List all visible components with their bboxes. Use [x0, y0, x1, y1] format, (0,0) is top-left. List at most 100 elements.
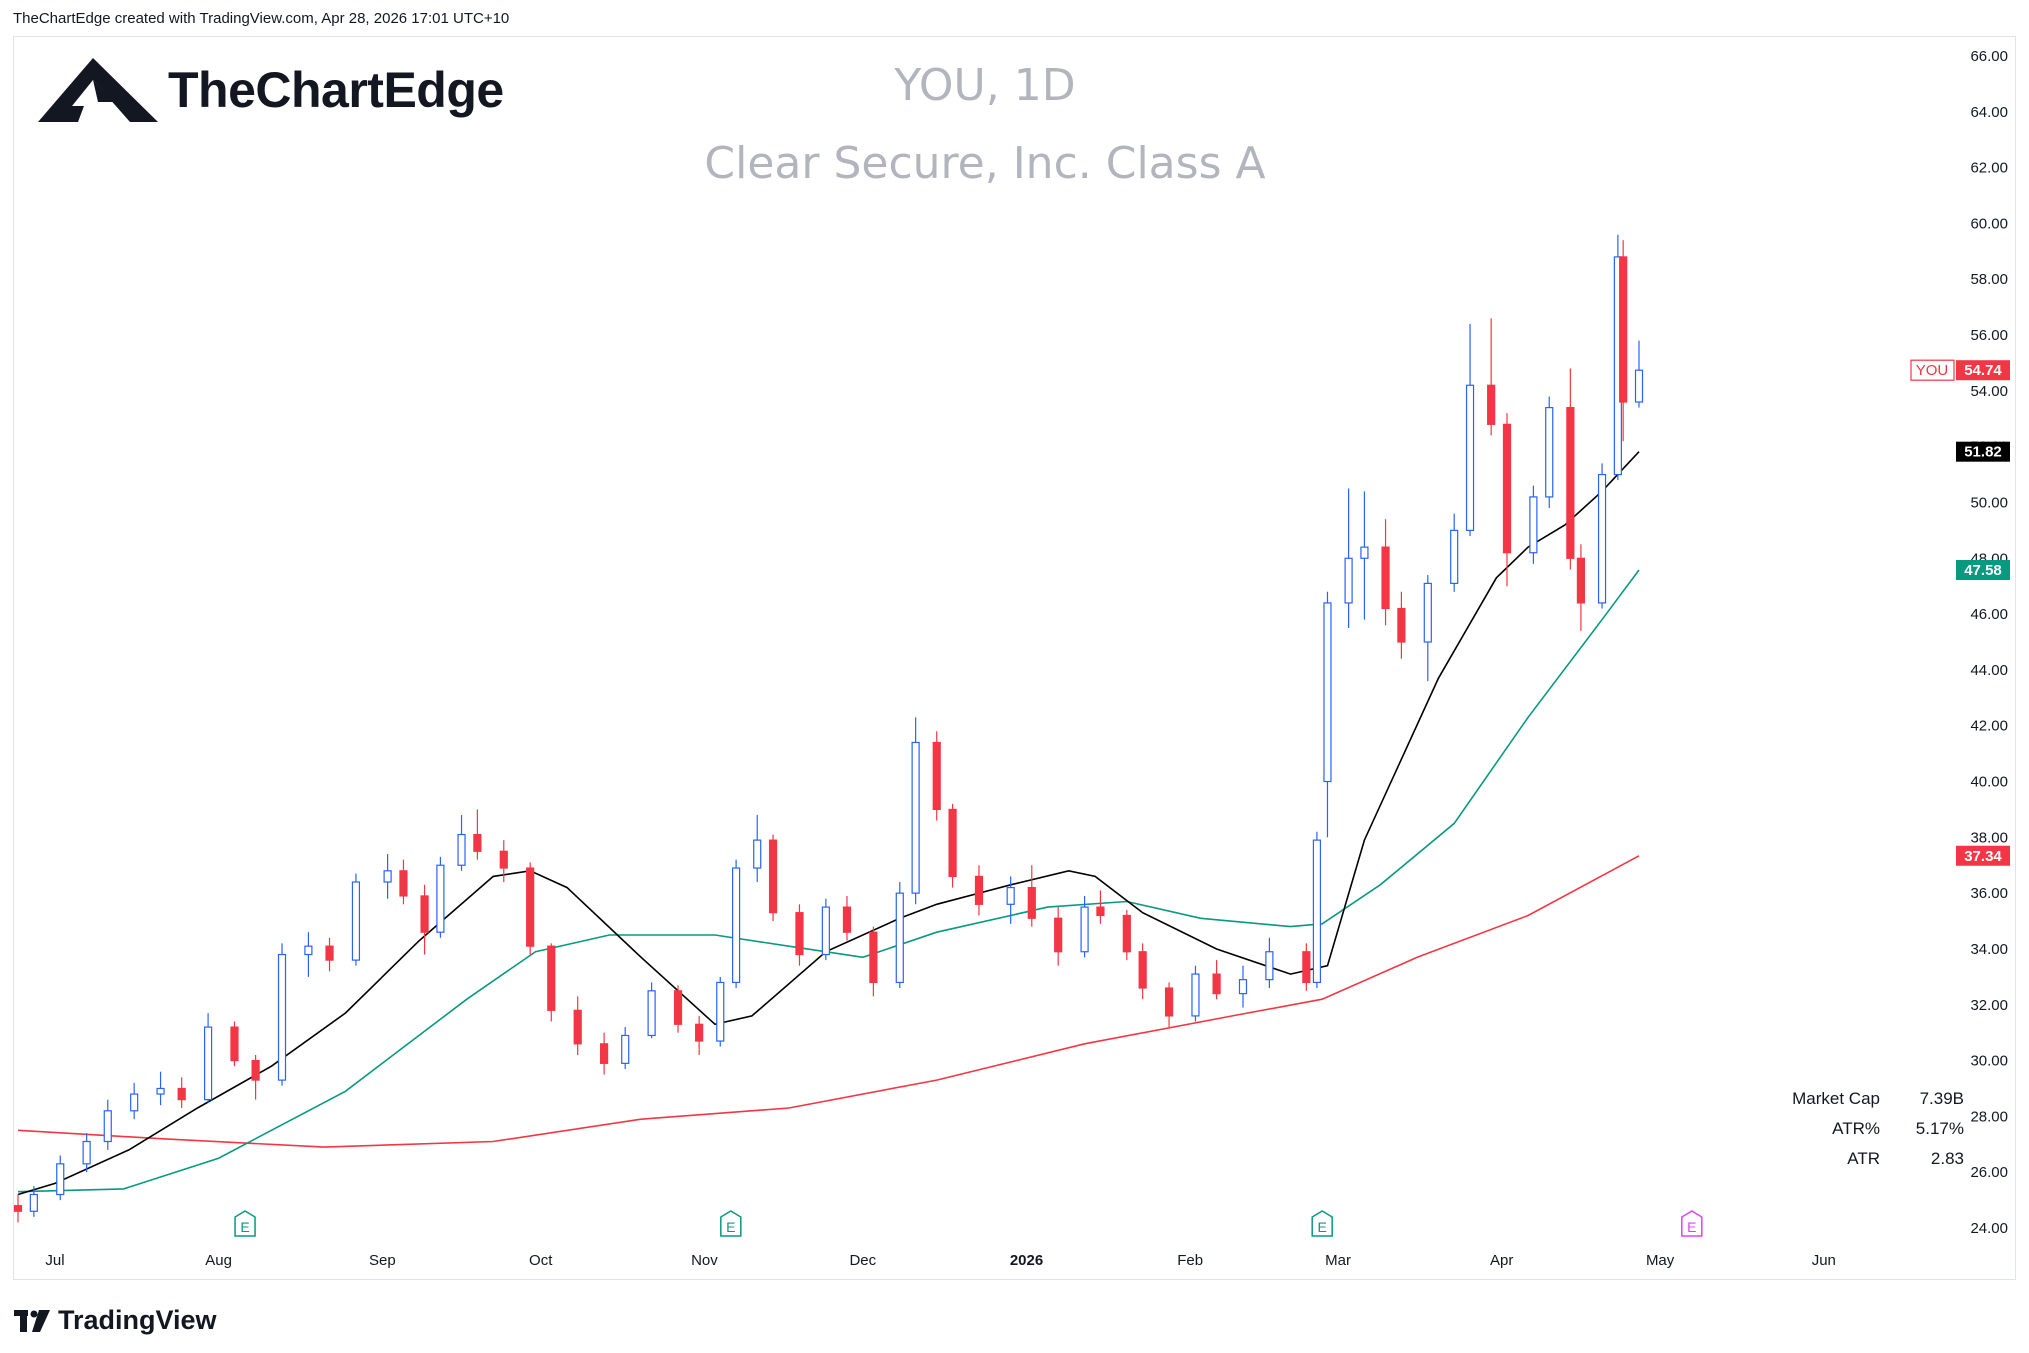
time-tick-label: Jul: [45, 1252, 64, 1269]
candle: [13, 1194, 23, 1223]
candle-body: [304, 945, 313, 956]
candle-body: [1212, 973, 1221, 995]
price-tick-label: 54.00: [1970, 383, 2008, 400]
candle: [1465, 323, 1475, 536]
candle-body: [1597, 473, 1607, 604]
earnings-letter: E: [726, 1219, 735, 1235]
attribution-header: TheChartEdge created with TradingView.co…: [13, 10, 510, 27]
candle-body: [869, 931, 878, 984]
candle: [547, 943, 556, 1022]
candle-body: [547, 945, 556, 1011]
candle: [842, 895, 852, 941]
candle: [869, 926, 878, 997]
candle-body: [1634, 369, 1644, 403]
candle: [621, 1027, 630, 1069]
candle: [277, 943, 287, 1086]
ma_short-price-tag: 51.82: [1956, 441, 2010, 462]
candle-body: [731, 867, 741, 984]
candle: [56, 1155, 65, 1201]
price-tick-label: 44.00: [1970, 662, 2008, 679]
candle: [911, 717, 920, 905]
stat-label: Market Cap: [1792, 1089, 1880, 1108]
earnings-badge: [1311, 1210, 1333, 1237]
candle-body: [351, 881, 361, 961]
candle: [821, 898, 830, 961]
candle: [1597, 463, 1607, 609]
price-tick-label: 62.00: [1970, 160, 2008, 177]
candle: [974, 865, 984, 916]
tradingview-logo[interactable]: TradingView: [14, 1305, 217, 1336]
candle-body: [1191, 973, 1200, 1017]
candle: [768, 834, 778, 922]
price-tick-label: 50.00: [1970, 494, 2008, 511]
candle-body: [673, 990, 683, 1025]
candle: [304, 932, 313, 977]
candle: [1450, 513, 1459, 592]
candle: [1397, 591, 1406, 659]
time-tick-label: Oct: [529, 1252, 553, 1269]
earnings-marker[interactable]: E: [720, 1210, 742, 1237]
price-tick-label: 32.00: [1970, 997, 2008, 1014]
price-tag-value: 37.34: [1964, 848, 2002, 865]
candle: [29, 1186, 38, 1217]
candle: [103, 1099, 112, 1150]
chart-edge-logo-icon: [38, 58, 158, 122]
candle: [731, 859, 741, 989]
candle: [647, 982, 656, 1039]
candle: [1265, 937, 1274, 989]
candle: [1302, 943, 1311, 991]
candle-body: [499, 850, 508, 869]
candle: [1634, 340, 1644, 408]
ma-mid-layer: [17, 569, 1640, 1193]
time-axis[interactable]: Jul Aug Sep Oct Nov Dec 2026 Feb Mar Apr May Jun: [45, 1252, 1836, 1269]
time-tick-label: Jun: [1812, 1252, 1836, 1269]
price-tick-label: 66.00: [1970, 48, 2008, 65]
stat-value: 2.83: [1930, 1149, 1964, 1168]
candle-body: [1122, 914, 1131, 953]
candle: [230, 1021, 239, 1067]
candle-body: [1312, 839, 1322, 984]
candle: [599, 1032, 609, 1075]
candle-body: [932, 741, 941, 811]
candle-body: [82, 1140, 91, 1165]
chart-frame: [13, 36, 2016, 1280]
candle: [1344, 488, 1353, 629]
price-tick-label: 56.00: [1970, 327, 2008, 344]
candle-body: [1397, 607, 1406, 643]
price-tick-label: 64.00: [1970, 104, 2008, 121]
candle: [1545, 396, 1554, 509]
candle-body: [177, 1087, 186, 1101]
time-tick-label: Mar: [1325, 1252, 1351, 1269]
candle: [499, 840, 508, 882]
ma-long-line: [17, 855, 1640, 1148]
candle-body: [103, 1110, 112, 1143]
tradingview-wordmark: TradingView: [58, 1305, 217, 1335]
symbol-tag-box: [1910, 359, 1955, 381]
earnings-marker[interactable]: E: [1311, 1210, 1333, 1237]
earnings-marker[interactable]: E: [1681, 1210, 1703, 1237]
candle: [526, 862, 535, 955]
candle: [177, 1077, 186, 1109]
candle-body: [473, 833, 482, 852]
candle-body: [716, 981, 725, 1042]
candle-body: [399, 870, 408, 897]
price-tag-box: [1956, 360, 2010, 381]
earnings-marker[interactable]: E: [234, 1210, 256, 1237]
candle: [325, 937, 334, 972]
earnings-badge: [234, 1210, 256, 1237]
candle-body: [13, 1205, 23, 1212]
candle: [1054, 907, 1063, 966]
candle: [1323, 591, 1332, 838]
candle-body: [1138, 951, 1147, 989]
candle-body: [130, 1093, 139, 1112]
candle: [753, 815, 762, 882]
candle-body: [1006, 886, 1015, 905]
price-tick-label: 30.00: [1970, 1053, 2008, 1070]
candle-body: [1164, 987, 1174, 1017]
price-axis[interactable]: 66.0064.0062.0060.0058.0056.0054.0052.00…: [1970, 48, 2008, 1237]
candle: [573, 996, 582, 1055]
candle-body: [29, 1193, 38, 1212]
candle-body: [821, 906, 830, 956]
candle: [673, 985, 683, 1033]
